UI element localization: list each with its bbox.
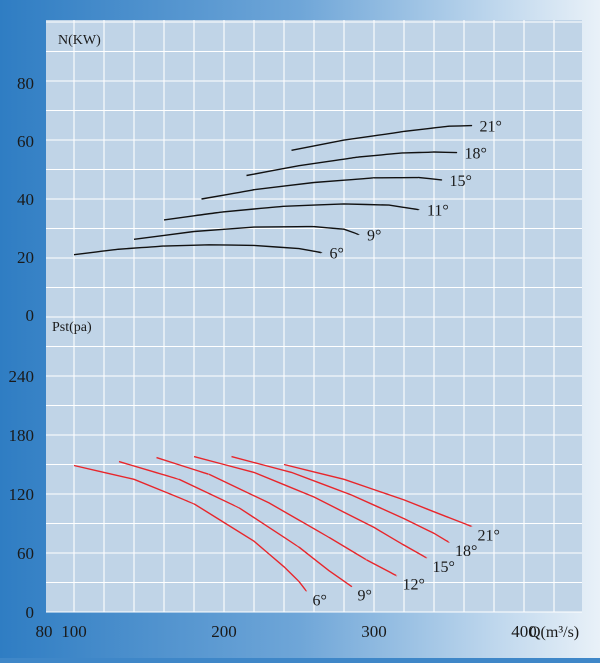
y-tick-label-power: 20	[17, 248, 34, 267]
series-line-pressure-3	[193, 455, 428, 559]
y-axis-label-pressure: Pst(pa)	[52, 320, 92, 335]
series-line-power-0	[73, 244, 323, 256]
series-line-power-2	[163, 203, 420, 221]
series: 6°9°11°15°18°21°6° 9°12°15°18°21°	[73, 119, 502, 609]
x-tick-label: 400	[511, 622, 537, 641]
y-tick-label-power: 80	[17, 74, 34, 93]
y-tick-label-pressure: 60	[17, 544, 34, 563]
series-line-power-4	[246, 151, 458, 177]
y-tick-label-pressure: 240	[9, 367, 35, 386]
series-label-pressure-1: 9°	[358, 587, 372, 604]
x-tick-label: 80	[36, 622, 53, 641]
y-axis-label-power: N(KW)	[58, 33, 101, 48]
series-label-power-5: 21°	[480, 119, 502, 136]
series-line-pressure-5	[283, 463, 473, 528]
series-line-pressure-1	[118, 460, 353, 588]
series-label-power-2: 11°	[427, 203, 449, 220]
x-tick-label: 100	[61, 622, 87, 641]
series-label-power-0: 6°	[330, 246, 344, 263]
series-label-pressure-2: 12°	[403, 577, 425, 594]
series-line-power-3	[201, 176, 443, 200]
series-line-power-5	[291, 124, 473, 151]
series-label-power-3: 15°	[450, 173, 472, 190]
series-line-pressure-4	[231, 455, 450, 543]
x-axis-label: Q(m³/s)	[529, 624, 579, 641]
axes: 0 20 40 60 80 N(KW) 0 60 120 180 240 Pst(pa) 80 100 20…	[9, 33, 580, 641]
x-tick-label: 300	[361, 622, 387, 641]
series-line-power-1	[133, 225, 360, 240]
series-line-pressure-0	[73, 464, 308, 593]
series-label-power-4: 18°	[465, 146, 487, 163]
series-label-pressure-0: 6°	[313, 592, 327, 609]
y-tick-label-pressure: 120	[9, 485, 35, 504]
series-label-pressure-3: 15°	[433, 559, 455, 576]
series-label-power-1: 9°	[367, 228, 381, 245]
series-line-pressure-2	[156, 456, 398, 577]
y-tick-label-power: 60	[17, 132, 34, 151]
grid	[46, 20, 582, 613]
y-tick-label-power: 0	[26, 306, 35, 325]
y-tick-label-pressure: 180	[9, 426, 35, 445]
x-tick-label: 200	[211, 622, 237, 641]
y-tick-label-power: 40	[17, 190, 34, 209]
series-label-pressure-5: 21°	[478, 527, 500, 544]
series-label-pressure-4: 18°	[455, 543, 477, 560]
y-tick-label-pressure: 0	[26, 603, 35, 622]
